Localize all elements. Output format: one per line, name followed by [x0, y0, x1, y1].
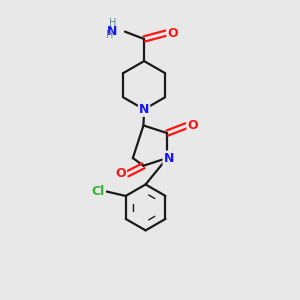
- Text: H: H: [106, 30, 113, 40]
- Text: O: O: [188, 119, 198, 132]
- Text: Cl: Cl: [92, 185, 105, 198]
- Text: N: N: [139, 103, 149, 116]
- Text: N: N: [107, 25, 118, 38]
- Text: N: N: [164, 152, 174, 164]
- Text: O: O: [167, 27, 178, 40]
- Text: O: O: [116, 167, 126, 181]
- Text: H: H: [109, 18, 116, 28]
